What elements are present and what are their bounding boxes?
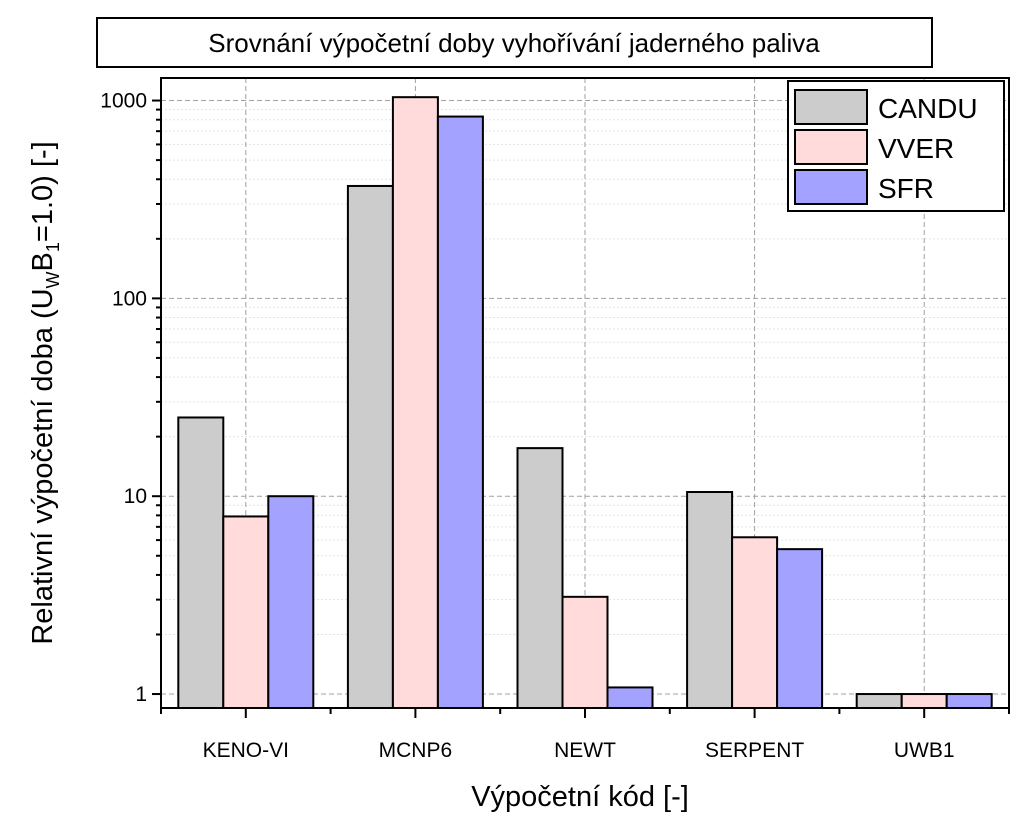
bar-candu-serpent [686, 491, 734, 710]
y-tick-label: 1000 [100, 90, 147, 113]
chart-title: Srovnání výpočetní doby vyhořívání jader… [208, 28, 820, 58]
x-tick-label: UWB1 [894, 739, 955, 762]
legend-label-sfr: SFR [878, 173, 934, 204]
title-box [96, 17, 933, 68]
bar-sfr-serpent [776, 548, 824, 710]
x-tick-label: KENO-VI [203, 739, 289, 762]
bar-candu-uwb1 [855, 693, 903, 709]
x-tick-label: SERPENT [705, 739, 804, 762]
bar-sfr-uwb1 [945, 693, 993, 709]
bars [177, 96, 993, 710]
x-axis-title: Výpočetní kód [-] [471, 781, 689, 813]
legend-swatch-candu [794, 89, 868, 125]
x-tick-label: NEWT [554, 739, 616, 762]
bar-sfr-keno-vi [267, 495, 315, 709]
bar-vver-newt [561, 595, 609, 710]
legend-swatch-vver [794, 129, 868, 165]
y-tick-label: 1 [135, 683, 147, 706]
bar-candu-mcnp6 [346, 184, 394, 709]
bar-vver-keno-vi [222, 515, 270, 709]
bar-vver-uwb1 [900, 693, 948, 709]
y-tick-label: 10 [124, 485, 147, 508]
x-tick-label: MCNP6 [379, 739, 453, 762]
bar-candu-newt [516, 447, 564, 709]
legend-swatch-sfr [794, 169, 868, 205]
x-axis-ticks: KENO-VI MCNP6 NEWT SERPENT UWB1 [160, 708, 1010, 762]
y-tick-label: 100 [112, 287, 147, 310]
legend: CANDU VVER SFR [787, 80, 1005, 212]
bar-vver-serpent [731, 536, 779, 710]
bar-sfr-newt [606, 686, 654, 710]
y-axis-ticks: 1 10 100 1000 [100, 90, 161, 706]
y-axis-title: Relativní výpočetní doba (UWB1=1.0) [-] [27, 141, 63, 644]
bar-vver-mcnp6 [391, 96, 439, 709]
bar-sfr-mcnp6 [436, 115, 484, 709]
legend-label-vver: VVER [878, 133, 954, 164]
bar-candu-keno-vi [177, 416, 225, 709]
legend-label-candu: CANDU [878, 93, 978, 124]
